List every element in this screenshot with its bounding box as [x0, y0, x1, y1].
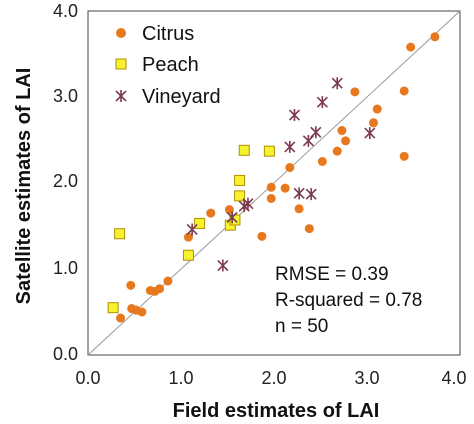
y-tick-label: 4.0 [53, 1, 78, 21]
x-tick-label: 1.0 [168, 368, 193, 388]
citrus-point [126, 280, 136, 290]
citrus-point [206, 208, 216, 218]
citrus-point [280, 183, 290, 193]
legend-asterisk-marker [115, 90, 127, 102]
peach-point [107, 302, 119, 314]
citrus-point [257, 231, 267, 241]
citrus-point [266, 193, 276, 203]
citrus-point [430, 32, 440, 42]
vineyard-point [186, 223, 198, 236]
y-tick-label: 3.0 [53, 86, 78, 106]
peach-point [263, 145, 275, 157]
x-tick-label: 0.0 [75, 368, 100, 388]
citrus-point [406, 42, 416, 52]
legend-circle-marker [116, 28, 126, 38]
n-label: n = 50 [275, 316, 328, 337]
vineyard-point [305, 188, 317, 201]
vineyard-point [331, 77, 343, 90]
citrus-point [350, 87, 360, 97]
legend: Citrus Peach Vineyard [115, 23, 221, 108]
vineyard-point [316, 96, 328, 109]
citrus-point [163, 276, 173, 286]
x-tick-label: 3.0 [354, 368, 379, 388]
y-tick-label: 1.0 [53, 258, 78, 278]
peach-point [182, 249, 194, 261]
citrus-point [332, 146, 342, 156]
citrus-point [317, 157, 327, 166]
data-markers [107, 32, 440, 323]
rmse-label: RMSE = 0.39 [275, 264, 389, 285]
r-squared-label: R-squared = 0.78 [275, 290, 422, 311]
citrus-point [399, 151, 409, 161]
citrus-point [155, 284, 165, 294]
x-axis-title: Field estimates of LAI [173, 400, 380, 422]
citrus-point [372, 104, 382, 114]
vineyard-point [288, 109, 301, 122]
x-tick-label: 4.0 [441, 368, 466, 388]
peach-point [234, 174, 246, 186]
citrus-point [369, 118, 379, 128]
citrus-point [399, 86, 409, 96]
legend-square-marker [115, 58, 127, 70]
citrus-point [183, 232, 193, 242]
peach-point [194, 217, 206, 229]
y-tick-labels: 0.0 1.0 2.0 3.0 4.0 [53, 1, 78, 364]
legend-label-peach: Peach [142, 54, 199, 76]
peach-point [238, 144, 250, 156]
citrus-point [341, 136, 351, 146]
vineyard-point [242, 197, 254, 210]
y-tick-label: 2.0 [53, 171, 78, 191]
vineyard-point [226, 211, 238, 224]
vineyard-point [284, 140, 296, 153]
peach-point [114, 228, 126, 240]
citrus-point [337, 126, 347, 136]
legend-item-peach: Peach [115, 54, 199, 76]
legend-item-citrus: Citrus [116, 23, 194, 45]
plot-area [87, 10, 461, 356]
y-axis-title: Satellite estimates of LAI [13, 68, 35, 305]
legend-label-vineyard: Vineyard [142, 86, 221, 108]
y-tick-label: 0.0 [53, 344, 78, 364]
citrus-point [304, 224, 314, 234]
citrus-point [285, 163, 295, 173]
vineyard-point [217, 259, 229, 272]
vineyard-point [293, 187, 305, 200]
vineyard-point [364, 127, 376, 140]
x-tick-label: 2.0 [261, 368, 286, 388]
legend-label-citrus: Citrus [142, 23, 194, 45]
citrus-point [137, 307, 147, 317]
legend-item-vineyard: Vineyard [115, 86, 221, 108]
vineyard-point [310, 126, 322, 139]
x-tick-labels: 0.0 1.0 2.0 3.0 4.0 [75, 368, 466, 388]
citrus-point [116, 313, 126, 323]
one-to-one-line [87, 10, 461, 356]
vineyard-point [302, 134, 314, 147]
stats-annotation: RMSE = 0.39 R-squared = 0.78 n = 50 [275, 264, 422, 337]
citrus-point [294, 204, 304, 214]
citrus-point [266, 182, 276, 192]
